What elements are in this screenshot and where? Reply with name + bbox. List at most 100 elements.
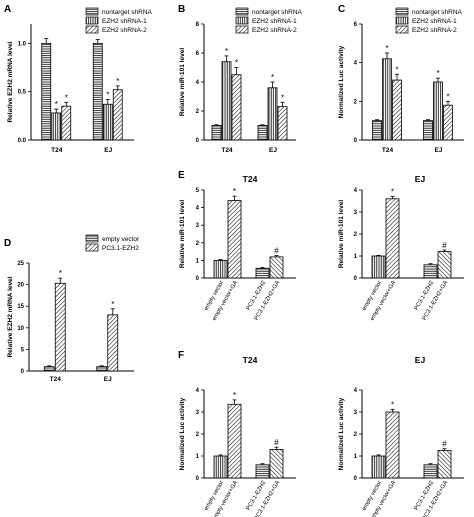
y-tick-label: 3 — [354, 410, 358, 416]
significance-marker: * — [65, 93, 68, 102]
significance-marker: * — [233, 391, 236, 400]
y-tick-label: 1 — [354, 254, 358, 260]
significance-marker: * — [385, 44, 388, 53]
y-tick-label: 0 — [354, 276, 358, 282]
legend-swatch — [85, 25, 99, 34]
chart-title: EJ — [415, 174, 426, 184]
y-tick-label: 0 — [21, 369, 25, 375]
bar — [227, 403, 242, 479]
y-tick-label: 0 — [196, 276, 200, 282]
legend-entry: empty vector — [102, 236, 140, 243]
y-axis-label: Relative EZH2 mRNA level — [7, 41, 14, 122]
panel-label: A — [4, 4, 11, 15]
legend-entry: nontarget shRNA — [252, 9, 303, 16]
y-tick-label: 2 — [354, 99, 358, 105]
y-tick-label: 6 — [354, 22, 358, 28]
bar — [269, 256, 284, 279]
significance-marker: # — [442, 440, 447, 449]
bar — [255, 267, 270, 279]
legend-entry: EZH2 shRNA-2 — [102, 27, 147, 34]
y-axis-label: Normalized Luc activity — [338, 45, 345, 118]
legend-entry: EZH2 shRNA-1 — [102, 18, 147, 25]
legend-swatch — [85, 234, 99, 243]
bar — [443, 104, 453, 141]
x-tick-label: EJ — [104, 147, 112, 154]
bar — [423, 464, 438, 479]
y-tick-label: 4 — [196, 80, 200, 86]
bar — [433, 81, 443, 141]
bar — [107, 314, 119, 372]
y-tick-label: 4 — [354, 188, 358, 194]
y-tick-label: 5 — [21, 347, 25, 353]
significance-marker: * — [116, 77, 119, 86]
panel-label: E — [178, 170, 185, 181]
y-tick-label: 25 — [17, 261, 24, 267]
significance-marker: # — [274, 438, 279, 447]
legend-entry: EZH2 shRNA-1 — [412, 18, 457, 25]
panel-c: C Normalized Luc activity 0 2 4 6 * * T24 * * EJ non… — [338, 4, 464, 154]
y-tick-label: 3 — [196, 410, 200, 416]
x-tick-label: T24 — [382, 147, 394, 154]
x-tick-label: EJ — [104, 376, 112, 383]
x-tick-label: T24 — [221, 147, 233, 154]
bar — [96, 366, 108, 372]
legend-swatch — [235, 7, 249, 16]
significance-marker: * — [55, 100, 58, 109]
x-tick-label: T24 — [50, 376, 62, 383]
bar — [423, 264, 438, 279]
x-tick-label: EJ — [269, 147, 277, 154]
bar — [423, 120, 433, 141]
panel-a: A Relative EZH2 mRNA level 0.0 0.5 1.0 * * T24 *… — [4, 4, 153, 154]
bar — [231, 74, 242, 141]
significance-marker: * — [446, 92, 449, 101]
bar — [385, 411, 400, 479]
bar — [372, 120, 382, 141]
significance-marker: * — [436, 69, 439, 78]
legend-entry: nontarget shRNA — [102, 9, 153, 16]
bar — [221, 61, 232, 141]
y-tick-label: 3 — [196, 223, 200, 229]
bar — [382, 58, 392, 141]
panel-label: B — [178, 4, 185, 15]
significance-marker: * — [59, 269, 62, 278]
bar — [277, 106, 288, 141]
significance-marker: * — [395, 65, 398, 74]
x-tick-label: T24 — [51, 147, 63, 154]
bar — [51, 112, 62, 141]
y-tick-label: 5 — [196, 188, 200, 194]
bar — [267, 87, 278, 141]
bar — [227, 200, 242, 279]
y-tick-label: 20 — [17, 283, 24, 289]
y-tick-label: 0 — [196, 138, 200, 144]
panel-d: D Relative EZH2 mRNA level 0 5 10 15 20 25 * T24 *… — [4, 234, 140, 383]
panel-label: F — [178, 350, 184, 361]
significance-marker: * — [225, 47, 228, 56]
y-tick-label: 8 — [196, 22, 200, 28]
bar — [92, 42, 103, 141]
y-tick-label: 0 — [354, 476, 358, 482]
significance-marker: * — [391, 188, 394, 197]
legend-swatch — [395, 16, 409, 25]
chart-title: T24 — [243, 174, 258, 184]
y-tick-label: 0.0 — [18, 138, 27, 144]
bar — [54, 282, 66, 372]
y-tick-label: 0 — [354, 138, 358, 144]
significance-marker: # — [274, 246, 279, 255]
significance-marker: # — [442, 241, 447, 250]
y-tick-label: 2 — [196, 109, 200, 115]
bar — [112, 89, 123, 141]
legend-swatch — [235, 16, 249, 25]
y-tick-label: 2 — [196, 241, 200, 247]
legend-swatch — [395, 7, 409, 16]
y-tick-label: 1.0 — [18, 41, 27, 47]
significance-marker: * — [235, 59, 238, 68]
y-tick-label: 2 — [196, 432, 200, 438]
y-axis-label: Relative miR-101 level — [179, 200, 186, 268]
bar — [255, 464, 270, 479]
y-tick-label: 2 — [354, 432, 358, 438]
y-tick-label: 10 — [17, 326, 24, 332]
y-tick-label: 1 — [196, 258, 200, 264]
